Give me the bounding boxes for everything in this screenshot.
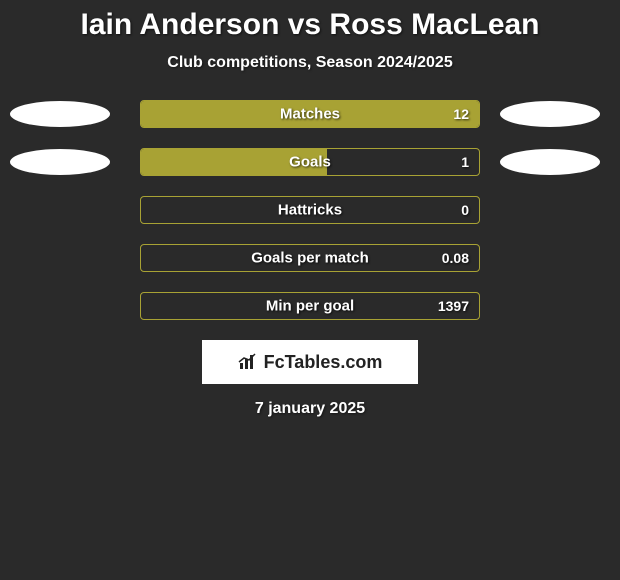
stat-row: Min per goal1397: [0, 292, 620, 320]
player-oval-right: [500, 101, 600, 127]
stat-row: Matches12: [0, 100, 620, 128]
stat-bar: Goals per match0.08: [140, 244, 480, 272]
player-oval-left: [10, 149, 110, 175]
stat-row: Goals per match0.08: [0, 244, 620, 272]
logo-box: FcTables.com: [202, 340, 418, 384]
stat-bar: Min per goal1397: [140, 292, 480, 320]
stat-label: Matches: [141, 106, 479, 123]
stat-bar: Matches12: [140, 100, 480, 128]
stat-label: Hattricks: [141, 202, 479, 219]
stat-label: Goals per match: [141, 250, 479, 267]
subtitle: Club competitions, Season 2024/2025: [0, 54, 620, 72]
comparison-chart: Iain Anderson vs Ross MacLean Club compe…: [0, 0, 620, 418]
stat-row: Hattricks0: [0, 196, 620, 224]
player-oval-right: [500, 149, 600, 175]
stat-row: Goals1: [0, 148, 620, 176]
stat-bar: Hattricks0: [140, 196, 480, 224]
stat-label: Min per goal: [141, 298, 479, 315]
chart-icon: [238, 353, 260, 371]
player-oval-left: [10, 101, 110, 127]
stat-value: 1397: [438, 298, 469, 314]
stat-bar: Goals1: [140, 148, 480, 176]
stat-value: 0.08: [442, 250, 469, 266]
stat-label: Goals: [141, 154, 479, 171]
stat-value: 12: [453, 106, 469, 122]
logo-text: FcTables.com: [264, 352, 383, 373]
date: 7 january 2025: [0, 400, 620, 418]
stat-rows: Matches12 Goals1 Hattricks0 Goals per match…: [0, 100, 620, 320]
stat-value: 1: [461, 154, 469, 170]
logo: FcTables.com: [238, 352, 383, 373]
page-title: Iain Anderson vs Ross MacLean: [0, 8, 620, 42]
stat-value: 0: [461, 202, 469, 218]
